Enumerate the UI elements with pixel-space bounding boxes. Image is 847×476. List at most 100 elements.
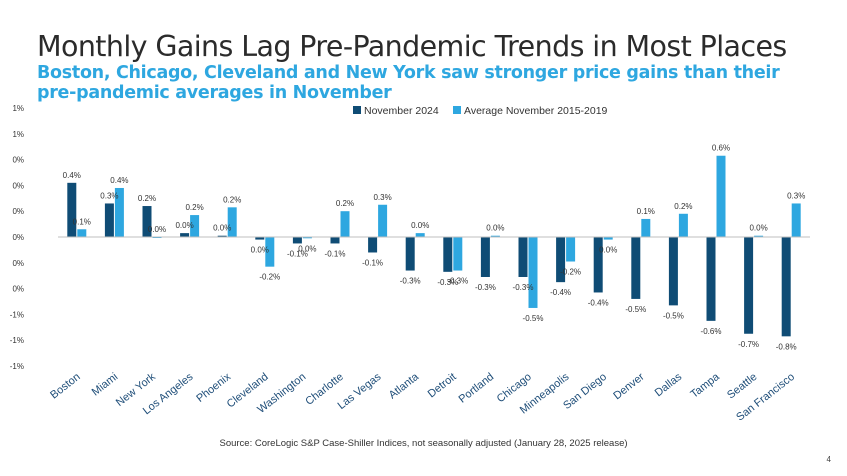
- bar-los-angeles-november-2024: [180, 233, 190, 237]
- data-label: 0.0%: [411, 221, 429, 230]
- y-tick-label: 0%: [12, 233, 24, 242]
- bar-chicago-november-2024: [518, 237, 528, 277]
- bar-boston-average-2015-2019: [77, 229, 87, 237]
- x-tick-label: Boston: [48, 371, 82, 402]
- bar-denver-average-2015-2019: [641, 218, 651, 237]
- bar-data-labels: 0.4% 0.1% 0.3% 0.4% 0.2% 0.0% 0.0% 0.2% 0.0% 0.2%…: [63, 144, 806, 352]
- x-tick-label: Detroit: [426, 371, 459, 400]
- y-tick-label: -1%: [10, 310, 24, 319]
- bar-chicago-average-2015-2019: [528, 237, 538, 308]
- slide-subtitle: Boston, Chicago, Cleveland and New York …: [37, 63, 780, 103]
- y-axis: 1% 1% 0% 0% 0% 0% 0% 0% -1% -1% -1%: [10, 104, 24, 371]
- data-label: 0.0%: [486, 224, 504, 233]
- bar-series: [67, 155, 801, 337]
- bar-boston-november-2024: [67, 182, 77, 237]
- data-label: -0.8%: [776, 342, 797, 351]
- bar-miami-november-2024: [104, 203, 114, 237]
- y-tick-label: -1%: [10, 336, 24, 345]
- data-label: 0.2%: [185, 203, 203, 212]
- page-number: 4: [826, 455, 831, 464]
- data-label: 0.0%: [213, 224, 231, 233]
- y-tick-label: -1%: [10, 362, 24, 371]
- bar-new-york-november-2024: [142, 206, 152, 237]
- bar-cleveland-average-2015-2019: [265, 237, 275, 267]
- data-label: 0.6%: [712, 144, 730, 153]
- legend-swatch-november-2024: [353, 106, 361, 114]
- bar-portland-november-2024: [480, 237, 490, 277]
- data-label: 0.3%: [373, 193, 391, 202]
- data-label: -0.1%: [362, 258, 383, 267]
- y-tick-label: 0%: [12, 156, 24, 165]
- bar-san-diego-november-2024: [593, 237, 603, 293]
- data-label: 0.3%: [100, 191, 118, 200]
- bar-chart: November 2024 Average November 2015-2019…: [10, 104, 810, 424]
- data-label: -0.5%: [663, 311, 684, 320]
- data-label: 0.1%: [637, 207, 655, 216]
- bar-atlanta-average-2015-2019: [415, 233, 425, 237]
- bar-minneapolis-average-2015-2019: [566, 237, 576, 262]
- bar-minneapolis-november-2024: [556, 237, 566, 283]
- data-label: -0.7%: [738, 340, 759, 349]
- data-label: 0.1%: [73, 217, 91, 226]
- slide-title: Monthly Gains Lag Pre-Pandemic Trends in…: [37, 30, 787, 63]
- y-tick-label: 0%: [12, 181, 24, 190]
- bar-san-francisco-november-2024: [781, 237, 791, 337]
- data-label: -0.1%: [287, 249, 308, 258]
- bar-dallas-average-2015-2019: [678, 213, 688, 237]
- bar-las-vegas-november-2024: [368, 237, 378, 253]
- chart-legend: November 2024 Average November 2015-2019: [353, 105, 608, 117]
- data-label: 0.2%: [336, 199, 354, 208]
- bar-phoenix-november-2024: [217, 235, 227, 237]
- x-tick-label: Tampa: [688, 370, 722, 400]
- x-tick-label: Atlanta: [387, 370, 422, 401]
- bar-washington-average-2015-2019: [302, 237, 312, 239]
- data-label: -0.5%: [523, 314, 544, 323]
- bar-charlotte-november-2024: [330, 237, 340, 244]
- legend-swatch-average-2015-2019: [453, 106, 461, 114]
- data-label: -0.3%: [447, 277, 468, 286]
- bar-portland-average-2015-2019: [490, 235, 500, 237]
- data-label: -0.3%: [400, 277, 421, 286]
- bar-charlotte-average-2015-2019: [340, 211, 350, 237]
- x-tick-label: Seattle: [725, 371, 759, 402]
- bar-atlanta-november-2024: [405, 237, 415, 271]
- data-label: 0.2%: [674, 202, 692, 211]
- data-label: -0.2%: [560, 268, 581, 277]
- data-label: -0.6%: [701, 327, 722, 336]
- y-tick-label: 0%: [12, 207, 24, 216]
- data-label: 0.3%: [787, 191, 805, 200]
- y-tick-label: 1%: [12, 130, 24, 139]
- bar-seattle-november-2024: [744, 237, 754, 334]
- source-note: Source: CoreLogic S&P Case-Shiller Indic…: [219, 438, 628, 449]
- data-label: 0.4%: [110, 176, 128, 185]
- data-label: -0.5%: [625, 305, 646, 314]
- y-tick-label: 0%: [12, 285, 24, 294]
- data-label: 0.2%: [223, 195, 241, 204]
- bar-seattle-average-2015-2019: [754, 235, 764, 237]
- x-tick-label: Miami: [90, 371, 121, 399]
- data-label: -0.3%: [475, 283, 496, 292]
- bar-miami-average-2015-2019: [114, 187, 124, 237]
- bar-washington-november-2024: [292, 237, 302, 244]
- y-tick-label: 1%: [12, 104, 24, 113]
- data-label: -0.1%: [325, 249, 346, 258]
- bar-phoenix-average-2015-2019: [227, 207, 237, 237]
- data-label: -0.3%: [437, 278, 458, 287]
- bar-detroit-average-2015-2019: [453, 237, 463, 271]
- data-label: 0.0%: [148, 225, 166, 234]
- bar-san-diego-average-2015-2019: [603, 237, 613, 240]
- y-tick-label: 0%: [12, 259, 24, 268]
- bar-san-francisco-average-2015-2019: [791, 203, 801, 237]
- data-label: -0.3%: [513, 283, 534, 292]
- bar-los-angeles-average-2015-2019: [190, 215, 200, 237]
- data-label: 0.0%: [175, 221, 193, 230]
- data-label: 0.0%: [749, 224, 767, 233]
- legend-label-average-2015-2019: Average November 2015-2019: [464, 105, 608, 117]
- data-label: -0.2%: [259, 273, 280, 282]
- x-tick-label: Dallas: [653, 371, 685, 400]
- data-label: 0.4%: [63, 171, 81, 180]
- bar-denver-november-2024: [631, 237, 641, 299]
- data-label: -0.4%: [550, 288, 571, 297]
- bar-cleveland-november-2024: [255, 237, 265, 240]
- legend-label-november-2024: November 2024: [364, 105, 439, 117]
